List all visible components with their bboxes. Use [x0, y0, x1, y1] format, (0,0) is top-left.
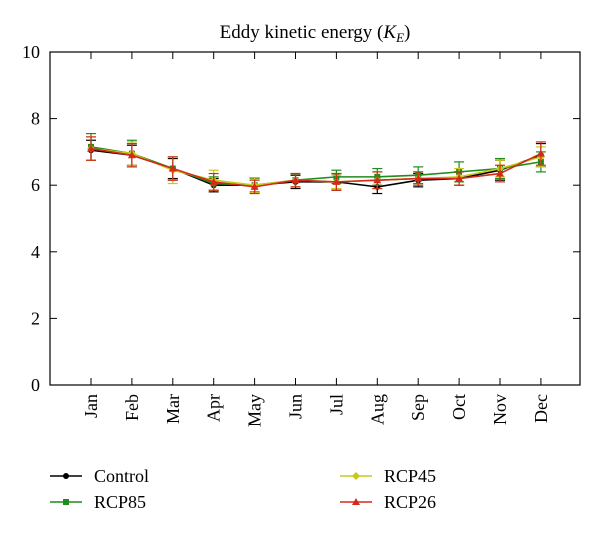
data-point: [455, 174, 464, 182]
x-tick-label: Mar: [163, 394, 183, 424]
x-tick-label: Apr: [204, 394, 224, 422]
y-tick-label: 10: [22, 42, 40, 62]
y-axis: 0 2 4 6 8 10: [22, 42, 580, 395]
x-tick-label: May: [245, 394, 265, 427]
data-point: [209, 177, 218, 185]
x-tick-label: Sep: [408, 394, 428, 421]
data-point: [536, 149, 545, 157]
data-point: [291, 176, 300, 184]
legend-item-rcp45: RCP45: [340, 466, 436, 486]
series-layer: [86, 132, 546, 195]
legend-item-control: Control: [50, 466, 149, 486]
data-point: [414, 174, 423, 182]
x-tick-label: Dec: [531, 394, 551, 423]
data-point: [63, 499, 69, 505]
data-point: [87, 144, 95, 152]
legend-label: Control: [94, 466, 149, 486]
y-tick-label: 0: [31, 375, 40, 395]
x-tick-label: Jul: [326, 394, 346, 415]
data-point: [63, 473, 69, 479]
y-tick-label: 6: [31, 175, 40, 195]
x-tick-label: Jan: [81, 394, 101, 418]
x-tick-label: Oct: [449, 394, 469, 420]
legend-item-rcp26: RCP26: [340, 492, 436, 512]
x-axis: Jan Feb Mar Apr May Jun Jul Aug Sep Oct Nov Dec: [81, 52, 551, 427]
series-line: [90, 147, 542, 187]
data-point: [250, 182, 259, 190]
series-control: [86, 139, 546, 195]
data-point: [332, 177, 341, 185]
series-line: [90, 147, 542, 188]
chart-title: Eddy kinetic energy (KE): [220, 22, 411, 45]
series-rcp26: [86, 136, 546, 195]
series-line: [90, 146, 542, 187]
plot-frame: [49, 51, 581, 386]
data-point: [168, 164, 177, 172]
y-tick-label: 4: [31, 242, 40, 262]
x-tick-label: Aug: [367, 394, 387, 425]
data-point: [373, 176, 382, 184]
x-tick-label: Feb: [122, 394, 142, 421]
legend-label: RCP45: [384, 466, 436, 486]
y-tick-label: 2: [31, 308, 40, 328]
legend-item-rcp85: RCP85: [50, 492, 146, 512]
data-point: [496, 169, 504, 177]
series-rcp45: [86, 136, 546, 194]
data-point: [127, 151, 136, 159]
y-tick-label: 8: [31, 109, 40, 129]
legend-label: RCP26: [384, 492, 436, 512]
data-point: [352, 472, 360, 480]
x-tick-label: Nov: [490, 394, 510, 425]
legend-label: RCP85: [94, 492, 146, 512]
x-tick-label: Jun: [286, 394, 306, 419]
data-point: [352, 498, 360, 505]
legend: Control RCP85 RCP45 RCP26: [50, 466, 436, 512]
